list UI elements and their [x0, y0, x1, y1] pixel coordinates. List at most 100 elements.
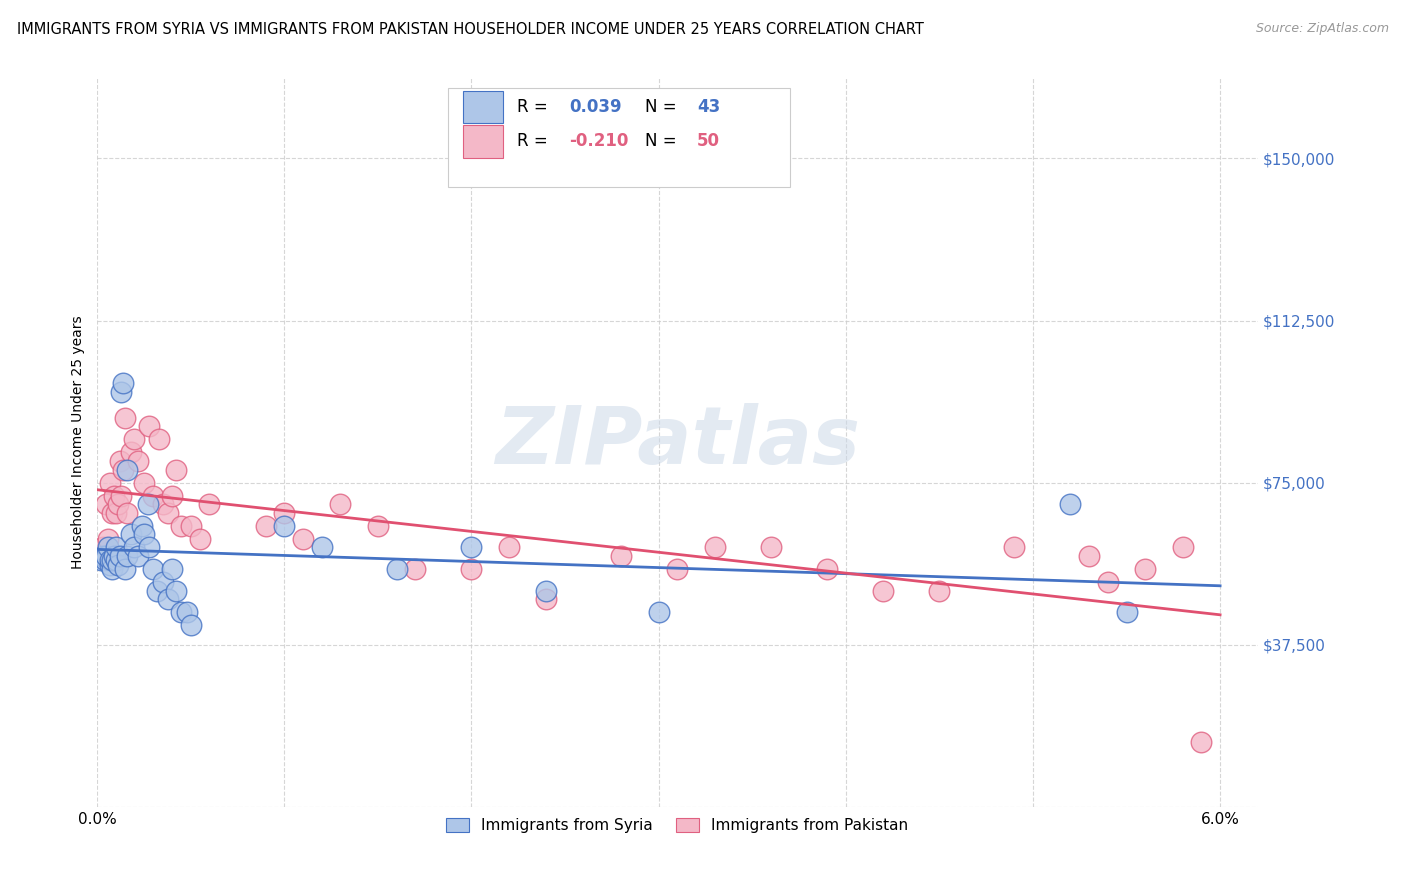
Point: [647, 605, 669, 619]
Point: [103, 549, 125, 563]
Point: [1078, 549, 1101, 563]
Point: [110, 489, 132, 503]
Point: [170, 605, 193, 619]
Text: ZIPatlas: ZIPatlas: [495, 403, 860, 481]
Point: [1002, 541, 1025, 555]
Point: [91, 541, 114, 555]
Text: -0.210: -0.210: [569, 132, 628, 150]
Point: [120, 445, 142, 459]
Text: 50: 50: [697, 132, 720, 150]
Point: [104, 541, 127, 555]
FancyBboxPatch shape: [463, 91, 503, 123]
Y-axis label: Householder Income Under 25 years: Householder Income Under 25 years: [72, 315, 86, 569]
FancyBboxPatch shape: [447, 88, 790, 186]
Point: [98, 558, 121, 572]
Point: [127, 549, 149, 563]
Point: [498, 541, 520, 555]
Point: [1189, 735, 1212, 749]
Point: [1171, 541, 1194, 555]
Point: [104, 553, 127, 567]
Point: [96, 549, 118, 563]
Point: [160, 562, 183, 576]
Point: [98, 475, 121, 490]
Point: [198, 497, 221, 511]
Point: [157, 506, 180, 520]
Point: [928, 583, 950, 598]
Point: [107, 497, 129, 511]
FancyBboxPatch shape: [463, 125, 503, 158]
Point: [148, 433, 170, 447]
Point: [91, 549, 114, 563]
Point: [273, 506, 295, 520]
Point: [142, 562, 165, 576]
Point: [152, 497, 174, 511]
Point: [103, 489, 125, 503]
Point: [124, 433, 146, 447]
Point: [90, 553, 112, 567]
Point: [170, 518, 193, 533]
Point: [703, 541, 725, 555]
Point: [176, 605, 198, 619]
Point: [1135, 562, 1157, 576]
Point: [536, 583, 558, 598]
Point: [165, 583, 187, 598]
Point: [311, 541, 333, 555]
Text: IMMIGRANTS FROM SYRIA VS IMMIGRANTS FROM PAKISTAN HOUSEHOLDER INCOME UNDER 25 YE: IMMIGRANTS FROM SYRIA VS IMMIGRANTS FROM…: [17, 22, 924, 37]
Point: [138, 541, 160, 555]
Point: [666, 562, 689, 576]
Point: [132, 527, 155, 541]
Point: [124, 541, 146, 555]
Point: [1115, 605, 1137, 619]
Point: [460, 541, 482, 555]
Point: [120, 527, 142, 541]
Point: [112, 376, 135, 391]
Text: R =: R =: [517, 132, 553, 150]
Text: N =: N =: [645, 132, 682, 150]
Point: [127, 454, 149, 468]
Point: [385, 562, 408, 576]
Point: [160, 489, 183, 503]
Point: [97, 541, 120, 555]
Point: [180, 518, 202, 533]
Point: [104, 506, 127, 520]
Point: [367, 518, 389, 533]
Point: [101, 506, 124, 520]
Point: [108, 549, 131, 563]
Point: [152, 574, 174, 589]
Point: [136, 497, 159, 511]
Point: [114, 562, 136, 576]
Point: [815, 562, 838, 576]
Point: [460, 562, 482, 576]
Point: [610, 549, 633, 563]
Point: [114, 410, 136, 425]
Point: [112, 462, 135, 476]
Point: [101, 562, 124, 576]
Point: [142, 489, 165, 503]
Point: [98, 553, 121, 567]
Point: [165, 462, 187, 476]
Text: Source: ZipAtlas.com: Source: ZipAtlas.com: [1256, 22, 1389, 36]
Text: N =: N =: [645, 98, 682, 116]
Point: [180, 618, 202, 632]
Point: [132, 475, 155, 490]
Point: [101, 553, 124, 567]
Point: [97, 532, 120, 546]
Point: [93, 553, 115, 567]
Point: [188, 532, 211, 546]
Point: [96, 497, 118, 511]
Point: [1097, 574, 1119, 589]
Point: [872, 583, 894, 598]
Point: [138, 419, 160, 434]
Point: [108, 454, 131, 468]
Text: R =: R =: [517, 98, 553, 116]
Point: [329, 497, 352, 511]
Point: [273, 518, 295, 533]
Point: [107, 558, 129, 572]
Point: [759, 541, 782, 555]
Point: [131, 518, 153, 533]
Point: [110, 384, 132, 399]
Point: [115, 506, 138, 520]
Point: [157, 592, 180, 607]
Point: [146, 583, 169, 598]
Point: [115, 549, 138, 563]
